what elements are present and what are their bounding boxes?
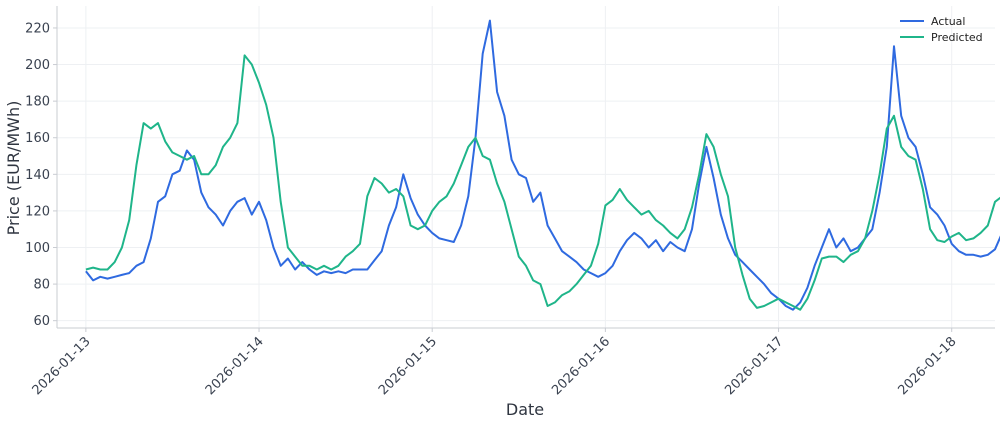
y-tick-label: 200 — [25, 58, 50, 73]
x-tick-label: 2026-01-13 — [30, 334, 94, 398]
tick-labels: 60 80 100 120 140 160 180 200 220 2026-01-13 2026-… — [25, 21, 959, 398]
y-tick-label: 60 — [33, 314, 50, 329]
legend-label-predicted: Predicted — [931, 31, 983, 44]
axes — [56, 6, 995, 329]
x-axis-title: Date — [506, 400, 544, 419]
x-tick-label: 2026-01-17 — [722, 334, 786, 398]
legend: Actual Predicted — [900, 15, 983, 44]
x-tick-label: 2026-01-16 — [549, 334, 613, 398]
legend-label-actual: Actual — [931, 15, 965, 28]
series-line-actual — [85, 19, 1000, 311]
y-tick-label: 140 — [25, 168, 50, 183]
y-tick-label: 120 — [25, 204, 50, 219]
x-tick-label: 2026-01-18 — [895, 334, 959, 398]
x-tick-label: 2026-01-15 — [376, 334, 440, 398]
y-tick-label: 80 — [33, 278, 50, 293]
x-tick-label: 2026-01-14 — [203, 334, 267, 398]
series-lines — [85, 19, 1000, 311]
y-axis-title: Price (EUR/MWh) — [4, 101, 23, 236]
y-tick-label: 100 — [25, 241, 50, 256]
series-line-predicted — [85, 54, 1000, 311]
y-tick-label: 160 — [25, 131, 50, 146]
y-tick-label: 220 — [25, 21, 50, 36]
y-tick-label: 180 — [25, 95, 50, 110]
grid — [57, 6, 995, 328]
